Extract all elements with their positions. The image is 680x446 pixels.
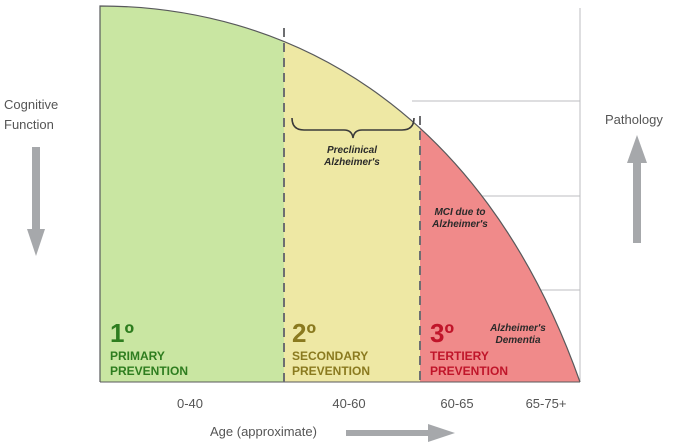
preclinical-brace [291, 117, 415, 139]
cognitive-function-curve [99, 5, 581, 383]
tertiary-label-line1: TERTIERY [430, 349, 489, 363]
y-axis-label-cognitive-function: Cognitive Function [4, 95, 58, 135]
grid-lines [412, 8, 581, 382]
y-axis-label-pathology: Pathology [605, 112, 663, 127]
secondary-label-line1: SECONDARY [292, 349, 368, 363]
tertiary-label-line2: PREVENTION [430, 364, 508, 378]
mci-label-line1: MCI due to [434, 207, 485, 218]
x-tick-40-60: 40-60 [332, 396, 365, 411]
preclinical-label-line2: Alzheimer's [323, 157, 380, 168]
preclinical-label-line1: Preclinical [327, 145, 377, 156]
primary-numeral: 1º [110, 318, 134, 348]
x-tick-0-40: 0-40 [177, 396, 203, 411]
secondary-label-line2: PREVENTION [292, 364, 370, 378]
x-tick-65-75: 65-75+ [526, 396, 567, 411]
y-axis-label-line2: Function [4, 117, 54, 132]
dementia-label-line1: Alzheimer's [489, 323, 546, 334]
primary-label-line2: PREVENTION [110, 364, 188, 378]
tertiary-numeral: 3º [430, 318, 454, 348]
down-arrow-icon [27, 147, 45, 256]
x-axis-label: Age (approximate) [210, 424, 317, 439]
right-arrow-icon [346, 424, 455, 442]
mci-label-line2: Alzheimer's [431, 219, 488, 230]
dementia-label-line2: Dementia [495, 335, 540, 346]
x-tick-60-65: 60-65 [440, 396, 473, 411]
up-arrow-icon [627, 135, 647, 243]
primary-label-line1: PRIMARY [110, 349, 165, 363]
y-axis-label-line1: Cognitive [4, 97, 59, 112]
secondary-numeral: 2º [292, 318, 316, 348]
primary-region [100, 6, 284, 382]
